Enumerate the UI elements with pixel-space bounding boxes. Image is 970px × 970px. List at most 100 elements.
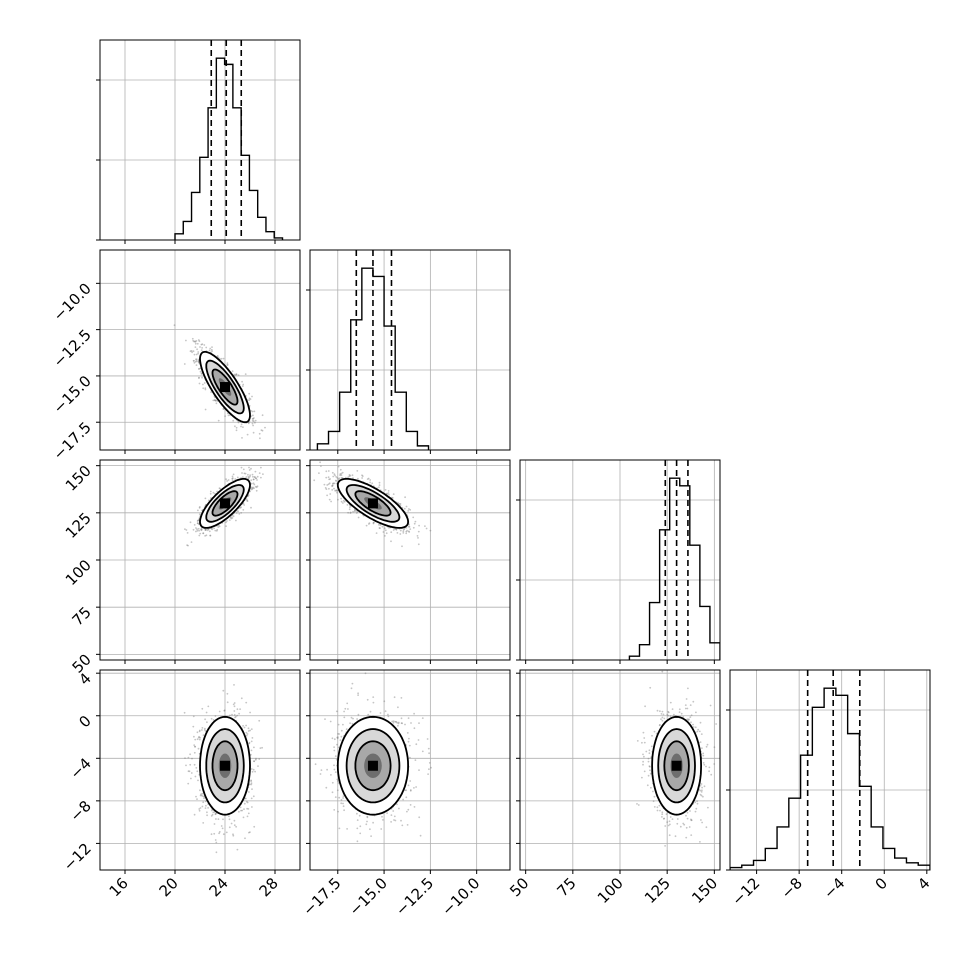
- scatter-point: [209, 534, 212, 537]
- scatter-point: [340, 735, 343, 738]
- scatter-point: [205, 711, 208, 714]
- hist-panel-1: [306, 249, 511, 454]
- scatter-point: [361, 474, 363, 477]
- scatter-point: [352, 510, 354, 513]
- scatter-point: [251, 410, 254, 413]
- scatter-point: [231, 370, 234, 372]
- scatter-point: [224, 415, 227, 417]
- scatter-point: [213, 527, 216, 530]
- scatter-point: [383, 700, 386, 703]
- scatter-point: [185, 339, 187, 342]
- scatter-point: [242, 725, 245, 727]
- scatter-point: [211, 346, 213, 348]
- scatter-point: [189, 753, 192, 756]
- scatter-point: [227, 479, 230, 481]
- scatter-point: [659, 724, 661, 726]
- scatter-point: [668, 820, 671, 823]
- scatter-point: [202, 795, 204, 797]
- scatter-point: [189, 350, 192, 353]
- scatter-point: [394, 720, 397, 723]
- scatter-point: [250, 410, 253, 412]
- scatter-point: [214, 813, 217, 816]
- scatter-point: [366, 815, 369, 818]
- scatter-point: [245, 701, 248, 704]
- scatter-point: [425, 527, 428, 530]
- scatter-point: [253, 825, 256, 828]
- scatter-point: [247, 422, 250, 425]
- scatter-point: [196, 520, 199, 522]
- scatter-point: [209, 490, 212, 493]
- scatter-point: [253, 746, 255, 749]
- scatter-point: [248, 476, 250, 479]
- scatter-point: [198, 729, 201, 732]
- scatter-point: [209, 534, 212, 537]
- scatter-point: [191, 337, 194, 340]
- scatter-point: [187, 756, 190, 759]
- scatter-point: [250, 486, 253, 489]
- scatter-point: [390, 821, 392, 823]
- scatter-point: [218, 710, 221, 713]
- x-tick-label: 16: [106, 874, 132, 900]
- scatter-point: [393, 696, 396, 699]
- scatter-point: [250, 780, 253, 782]
- scatter-point: [688, 718, 690, 721]
- scatter-point: [207, 807, 210, 809]
- scatter-point: [193, 735, 195, 738]
- scatter-point: [349, 474, 352, 477]
- scatter-point: [699, 841, 701, 843]
- scatter-point: [245, 731, 248, 734]
- scatter-point: [405, 505, 408, 508]
- scatter-point: [325, 786, 328, 789]
- scatter-point: [651, 734, 653, 737]
- scatter-point: [337, 746, 340, 749]
- scatter-point: [235, 512, 238, 514]
- scatter-point: [269, 452, 271, 454]
- scatter-point: [355, 512, 358, 514]
- scatter-point: [198, 506, 201, 508]
- scatter-point: [204, 529, 207, 531]
- scatter-point: [335, 480, 338, 482]
- scatter-point: [649, 686, 652, 689]
- scatter-point: [332, 475, 335, 478]
- scatter-point: [250, 768, 253, 770]
- scatter-point: [387, 492, 390, 494]
- scatter-point: [325, 470, 328, 473]
- scatter-point: [194, 745, 197, 748]
- scatter-point: [225, 831, 228, 834]
- x-tick-label: 125: [641, 874, 674, 907]
- scatter-point: [230, 517, 233, 520]
- scatter-point: [340, 477, 343, 479]
- scatter-point: [234, 374, 237, 376]
- scatter-point: [251, 806, 253, 808]
- scatter-point: [200, 349, 203, 351]
- scatter-point: [248, 791, 250, 793]
- scatter-point: [406, 732, 409, 734]
- scatter-point: [235, 373, 238, 376]
- scatter-point: [356, 510, 359, 513]
- scatter-point: [249, 753, 252, 756]
- scatter-point: [649, 765, 651, 768]
- scatter-point: [199, 789, 201, 792]
- scatter-point: [699, 721, 702, 724]
- scatter-point: [357, 692, 359, 695]
- scatter-point: [199, 807, 202, 809]
- scatter-point: [405, 526, 408, 529]
- scatter-point: [699, 741, 702, 743]
- scatter-point: [356, 840, 359, 843]
- scatter-point: [653, 730, 656, 733]
- scatter-point: [215, 399, 218, 402]
- scatter-point: [192, 339, 195, 342]
- scatter-point: [197, 779, 199, 782]
- scatter-point: [356, 819, 359, 821]
- x-tick-label: −12.5: [392, 874, 437, 919]
- scatter-point: [408, 744, 411, 747]
- scatter-point: [192, 725, 195, 728]
- scatter-point: [694, 726, 697, 729]
- scatter-point: [329, 478, 331, 480]
- scatter-point: [218, 832, 221, 835]
- scatter-point: [325, 476, 328, 479]
- scatter-point: [384, 489, 387, 491]
- scatter-point: [702, 762, 705, 764]
- scatter-point: [698, 730, 701, 733]
- scatter-point: [669, 715, 672, 717]
